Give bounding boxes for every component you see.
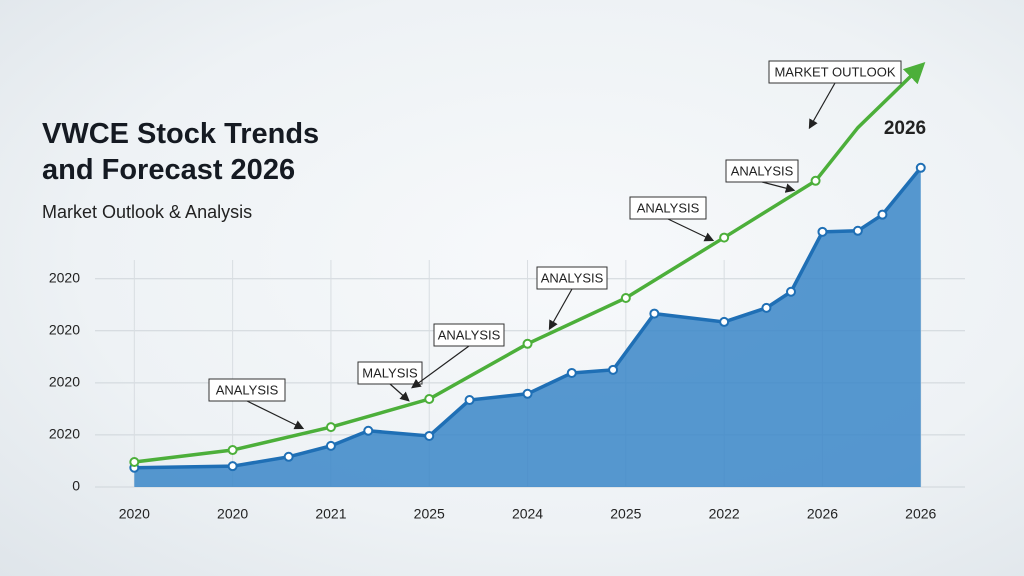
x-tick-label: 2020 bbox=[119, 506, 150, 522]
annotation-label: ANALYSIS bbox=[637, 200, 700, 215]
x-tick-label: 2024 bbox=[512, 506, 543, 522]
point bbox=[424, 430, 435, 441]
chart-title: VWCE Stock Trends and Forecast 2026 bbox=[42, 118, 320, 186]
annotation-label: ANALYSIS bbox=[216, 382, 279, 397]
point bbox=[522, 388, 533, 399]
annotation-arrow bbox=[667, 218, 715, 242]
annotation-label: ANALYSIS bbox=[731, 163, 794, 178]
annotation-arrow bbox=[761, 181, 796, 193]
point bbox=[719, 316, 730, 327]
point bbox=[719, 232, 730, 243]
point bbox=[522, 338, 533, 349]
annotation-arrow bbox=[548, 288, 573, 331]
area-fill bbox=[134, 167, 921, 488]
forecast-label: 2026 bbox=[884, 118, 926, 139]
point bbox=[877, 209, 888, 220]
annotation-box bbox=[725, 159, 799, 183]
annotation-label: ANALYSIS bbox=[438, 327, 501, 342]
point bbox=[227, 461, 238, 472]
point bbox=[464, 395, 475, 406]
point bbox=[227, 445, 238, 456]
x-tick-label: 2020 bbox=[217, 506, 248, 522]
point bbox=[325, 422, 336, 433]
annotation-box bbox=[768, 60, 902, 84]
x-tick-label: 2022 bbox=[709, 506, 740, 522]
point bbox=[761, 302, 772, 313]
annotation-label: ANALYSIS bbox=[541, 270, 604, 285]
chart-subtitle: Market Outlook & Analysis bbox=[42, 202, 253, 222]
annotation-box bbox=[208, 378, 286, 402]
y-tick-label: 2020 bbox=[49, 374, 80, 390]
annotation-arrow bbox=[808, 82, 836, 130]
y-tick-label: 0 bbox=[72, 478, 80, 494]
area-line bbox=[134, 166, 923, 470]
point bbox=[325, 440, 336, 451]
annotation-arrow bbox=[389, 383, 410, 402]
annotation-label: MALYSIS bbox=[362, 365, 418, 380]
x-tick-label: 2025 bbox=[610, 506, 641, 522]
point bbox=[608, 364, 619, 375]
x-tick-label: 2025 bbox=[414, 506, 445, 522]
annotation-arrow bbox=[246, 400, 305, 430]
point bbox=[620, 292, 631, 303]
x-tick-label: 2021 bbox=[315, 506, 346, 522]
annotation-box bbox=[357, 361, 423, 385]
annotation-label: MARKET OUTLOOK bbox=[774, 64, 895, 79]
forecast-line bbox=[134, 62, 926, 464]
annotation-box bbox=[629, 196, 707, 220]
annotation-box bbox=[433, 323, 505, 347]
x-tick-label: 2026 bbox=[807, 506, 838, 522]
point bbox=[810, 175, 821, 186]
point bbox=[817, 226, 828, 237]
y-tick-label: 2020 bbox=[49, 269, 80, 285]
annotation-arrow bbox=[411, 345, 470, 389]
point bbox=[566, 367, 577, 378]
y-tick-label: 2020 bbox=[49, 426, 80, 442]
point bbox=[363, 425, 374, 436]
x-tick-label: 2026 bbox=[905, 506, 936, 522]
point bbox=[852, 225, 863, 236]
point bbox=[786, 286, 796, 297]
point bbox=[649, 308, 660, 319]
point bbox=[915, 162, 926, 173]
point bbox=[424, 393, 435, 404]
y-tick-label: 2020 bbox=[49, 321, 80, 337]
point bbox=[283, 451, 294, 462]
annotation-box bbox=[536, 266, 608, 290]
point bbox=[129, 457, 140, 468]
